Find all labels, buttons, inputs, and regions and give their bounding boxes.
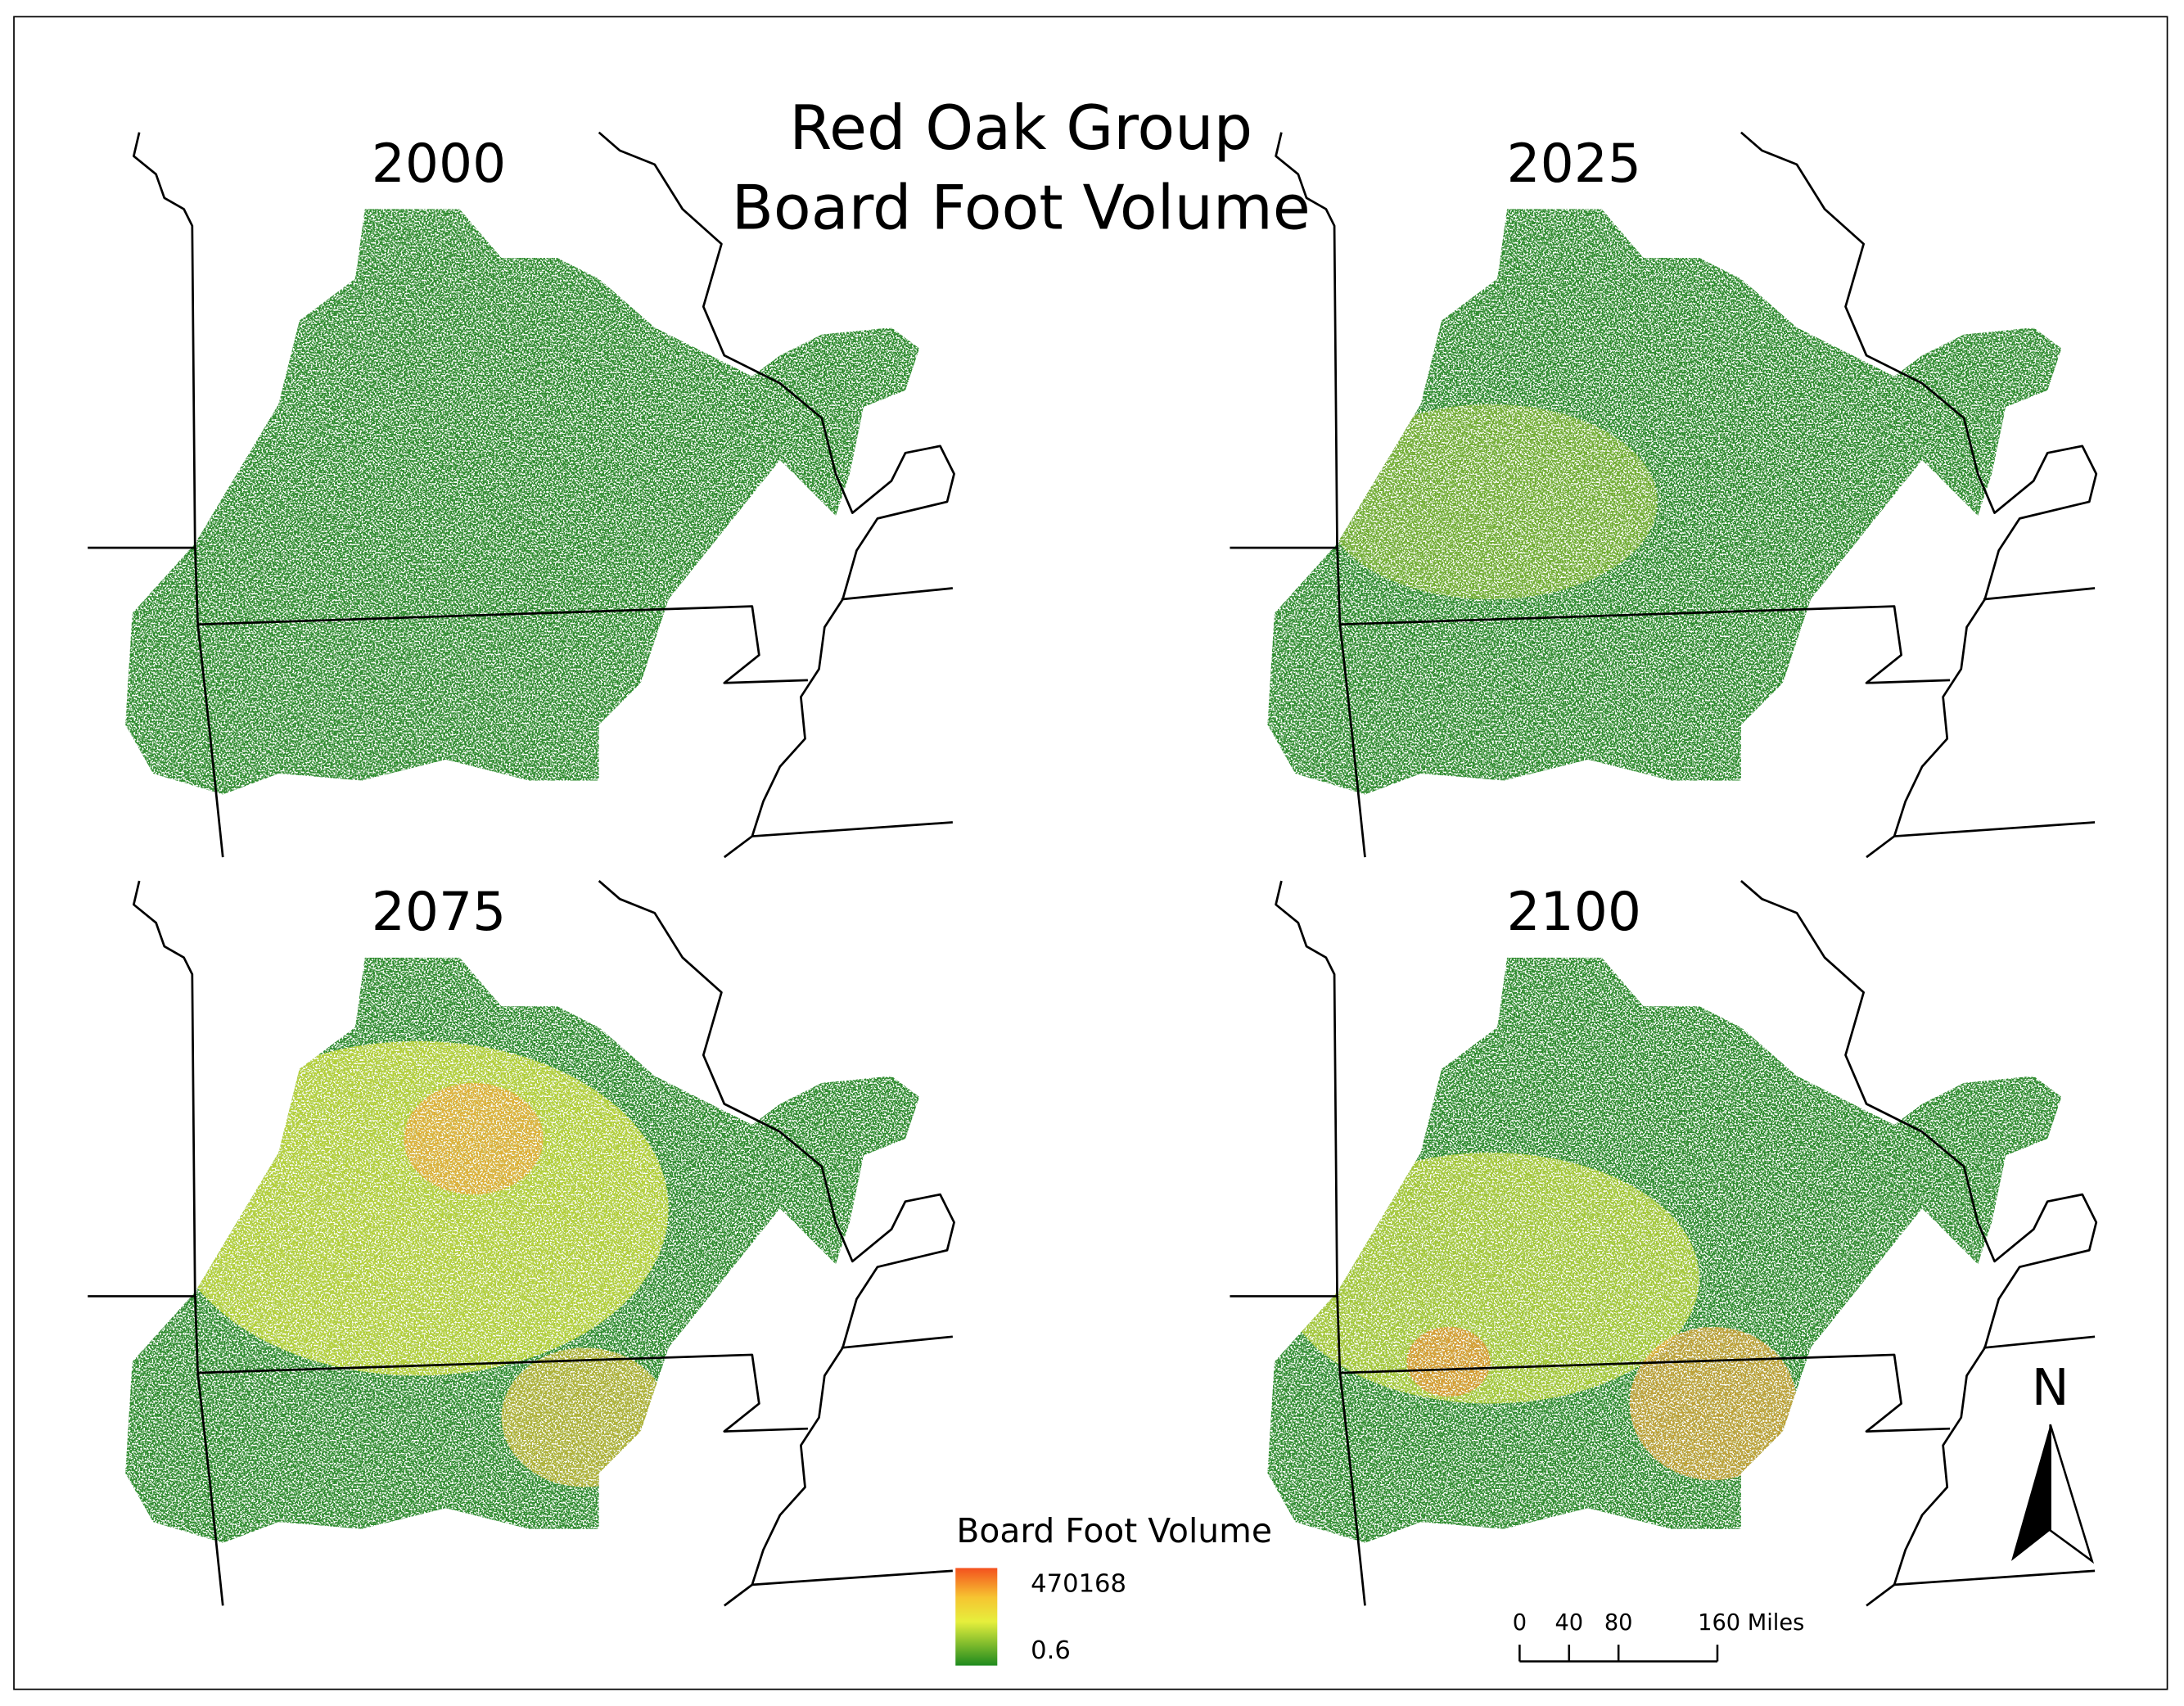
north-arrow-left <box>2011 1424 2051 1561</box>
north-arrow: N <box>2011 1359 2095 1564</box>
map-panel <box>83 879 955 1607</box>
legend-max: 470168 <box>1031 1569 1126 1598</box>
legend-min: 0.6 <box>1031 1636 1071 1665</box>
legend-gradient <box>955 1568 998 1666</box>
scale-label: 0 <box>1513 1610 1527 1636</box>
scale-label: 160 Miles <box>1698 1610 1804 1636</box>
panel-label: 2100 <box>1506 882 1640 943</box>
map-title: Red Oak Group <box>789 92 1252 164</box>
scale-label: 40 <box>1555 1610 1583 1636</box>
map-panel <box>1225 879 2098 1607</box>
scale-label: 80 <box>1604 1610 1633 1636</box>
volume-highlight <box>1281 1153 1797 1481</box>
map-panel <box>1225 131 2098 859</box>
frame <box>13 16 2168 1690</box>
volume-highlight <box>1323 404 1658 600</box>
scale-bar: 0 40 80 160 Miles <box>1513 1610 1804 1663</box>
north-label: N <box>2032 1359 2069 1417</box>
map-title: Board Foot Volume <box>732 171 1311 243</box>
panel-label: 2000 <box>372 133 506 195</box>
panel-label: 2075 <box>372 882 506 943</box>
north-arrow-right <box>2049 1424 2095 1564</box>
legend-title: Board Foot Volume <box>956 1511 1272 1550</box>
panel-label: 2025 <box>1506 133 1640 195</box>
forest-raster <box>83 195 947 808</box>
